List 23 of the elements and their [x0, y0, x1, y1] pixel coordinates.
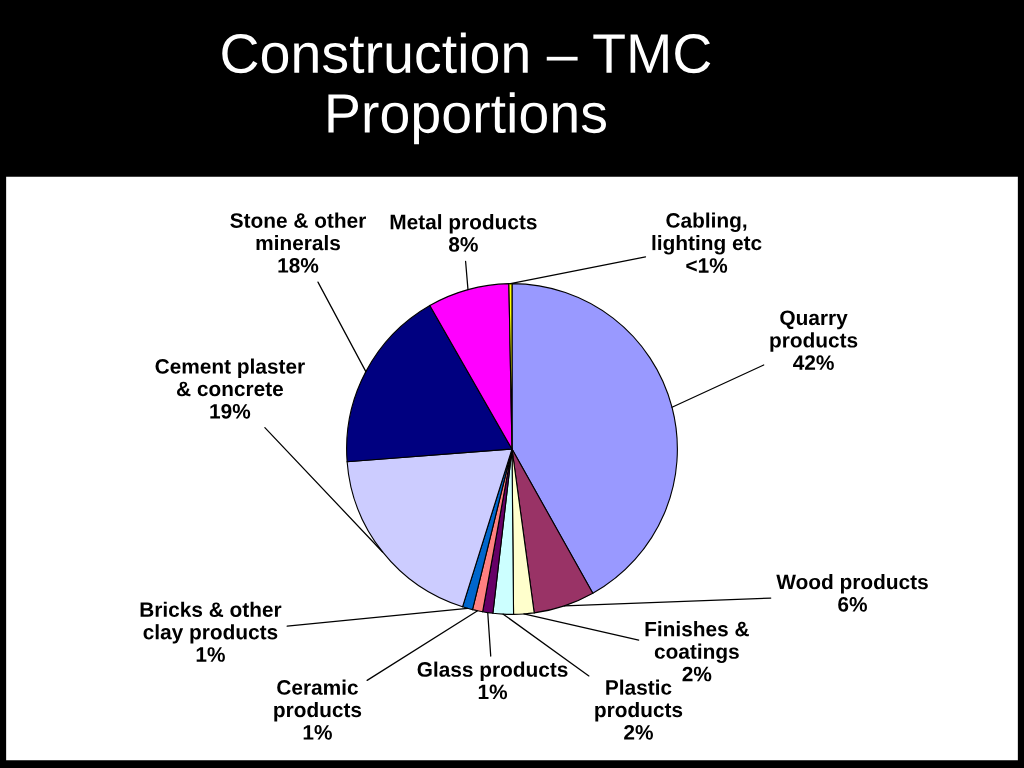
- slice-label: Cabling, lighting etc: [652, 212, 762, 255]
- data-label: <1%: [686, 258, 728, 273]
- data-label: 19%: [210, 403, 251, 419]
- slice-label: Plastic products: [595, 679, 683, 722]
- data-label: 42%: [793, 355, 834, 371]
- slice-label: Wood products: [776, 574, 928, 594]
- chart-title: Construction – TMC Proportions: [222, 32, 711, 145]
- slice-label: Metal products: [390, 214, 537, 234]
- data-label: 2%: [682, 666, 712, 682]
- data-label: 2%: [624, 724, 653, 740]
- data-label: 1%: [196, 647, 225, 662]
- data-label: 6%: [838, 597, 867, 612]
- data-label: 8%: [448, 237, 478, 252]
- slice-label: Finishes & coatings: [645, 621, 749, 664]
- slice-label: Stone & other minerals: [230, 212, 366, 251]
- data-label: 1%: [478, 684, 508, 700]
- slice-label: Quarry products: [770, 310, 858, 352]
- data-label: 1%: [303, 725, 332, 740]
- slice-label: Glass products: [417, 661, 568, 681]
- slice-label: Ceramic products: [274, 679, 362, 722]
- data-label: 18%: [278, 258, 319, 273]
- slice-label: Cement plaster & concrete: [155, 358, 305, 397]
- slice-label: Bricks & other clay products: [140, 601, 282, 644]
